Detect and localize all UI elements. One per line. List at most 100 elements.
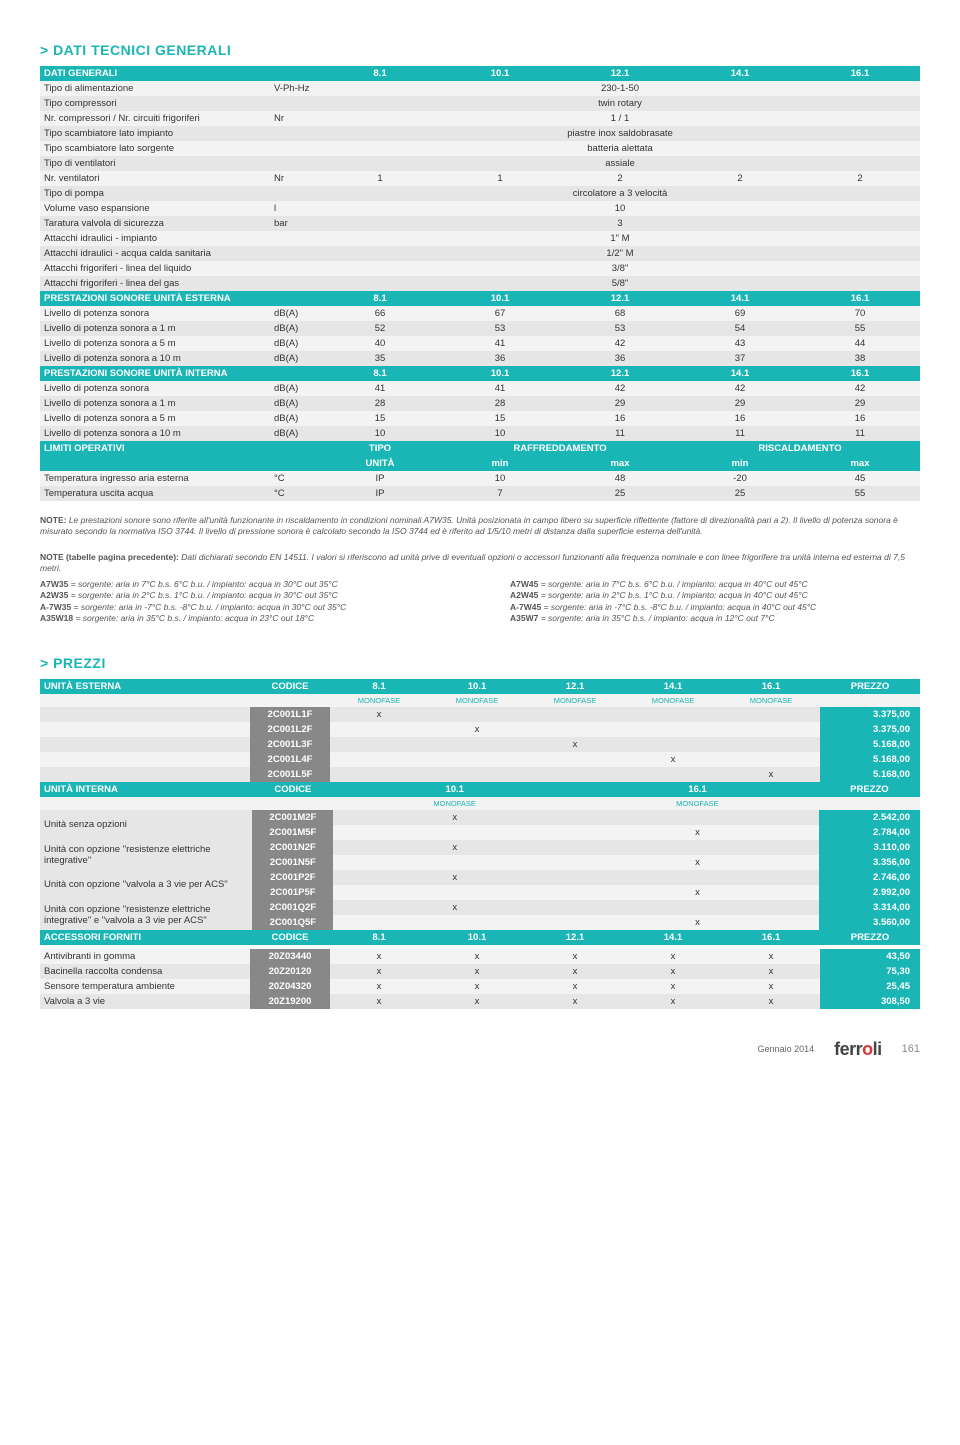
row-value: 66 bbox=[320, 306, 440, 321]
prezzi-acc-table: ACCESSORI FORNITICODICE8.110.112.114.116… bbox=[40, 930, 920, 1009]
row-value: 25 bbox=[680, 486, 800, 501]
row-label: Livello di potenza sonora bbox=[40, 381, 270, 396]
row-value: 41 bbox=[440, 336, 560, 351]
mark-cell bbox=[428, 767, 526, 782]
row-label: Bacinella raccolta condensa bbox=[40, 964, 250, 979]
sub-header bbox=[252, 797, 333, 810]
row-label: Temperatura uscita acqua bbox=[40, 486, 270, 501]
row-value: 44 bbox=[800, 336, 920, 351]
header-cell: 14.1 bbox=[680, 66, 800, 81]
code-cell: 20Z19200 bbox=[250, 994, 330, 1009]
price-cell: 2.992,00 bbox=[819, 885, 920, 900]
row-label: Tipo di ventilatori bbox=[40, 156, 270, 171]
row-value: 29 bbox=[800, 396, 920, 411]
header-cell bbox=[40, 456, 270, 471]
row-value: 55 bbox=[800, 321, 920, 336]
conditions-right: A7W45 = sorgente: aria in 7°C b.s. 6°C b… bbox=[510, 579, 920, 625]
row-label: Livello di potenza sonora a 10 m bbox=[40, 351, 270, 366]
row-value: 37 bbox=[680, 351, 800, 366]
mark-cell bbox=[576, 840, 819, 855]
sub-header bbox=[40, 694, 250, 707]
row-value: 68 bbox=[560, 306, 680, 321]
row-value: assiale bbox=[320, 156, 920, 171]
row-value: 15 bbox=[320, 411, 440, 426]
conditions-left: A7W35 = sorgente: aria in 7°C b.s. 6°C b… bbox=[40, 579, 450, 625]
row-label: Valvola a 3 vie bbox=[40, 994, 250, 1009]
mark-cell bbox=[722, 737, 820, 752]
row-value: 16 bbox=[800, 411, 920, 426]
header-cell: 16.1 bbox=[800, 366, 920, 381]
row-label: Livello di potenza sonora a 5 m bbox=[40, 336, 270, 351]
mark-cell: x bbox=[722, 949, 820, 964]
row-value: 16 bbox=[560, 411, 680, 426]
condition-line: A35W7 = sorgente: aria in 35°C b.s. / im… bbox=[510, 613, 920, 624]
code-cell: 2C001N5F bbox=[252, 855, 333, 870]
mark-cell: x bbox=[624, 964, 722, 979]
dati-table: DATI GENERALI8.110.112.114.116.1Tipo di … bbox=[40, 66, 920, 501]
header-cell: 10.1 bbox=[440, 366, 560, 381]
condition-line: A2W45 = sorgente: aria in 2°C b.s. 1°C b… bbox=[510, 590, 920, 601]
sub-header: MONOFASE bbox=[428, 694, 526, 707]
row-tipo: IP bbox=[320, 471, 440, 486]
row-label: Volume vaso espansione bbox=[40, 201, 270, 216]
note-1-text: Le prestazioni sonore sono riferite all'… bbox=[40, 515, 898, 536]
row-value: 29 bbox=[680, 396, 800, 411]
row-value: 52 bbox=[320, 321, 440, 336]
mark-cell bbox=[428, 752, 526, 767]
price-cell: 3.560,00 bbox=[819, 915, 920, 930]
condition-text: = sorgente: aria in 35°C b.s. / impianto… bbox=[73, 613, 314, 623]
row-label: Tipo compressori bbox=[40, 96, 270, 111]
row-unit: °C bbox=[270, 471, 320, 486]
condition-text: = sorgente: aria in -7°C b.s. -8°C b.u. … bbox=[71, 602, 346, 612]
row-value: 70 bbox=[800, 306, 920, 321]
mark-cell: x bbox=[576, 825, 819, 840]
row-label bbox=[40, 737, 250, 752]
mark-cell: x bbox=[330, 964, 428, 979]
row-label: Livello di potenza sonora a 5 m bbox=[40, 411, 270, 426]
row-unit: dB(A) bbox=[270, 426, 320, 441]
row-unit: Nr bbox=[270, 111, 320, 126]
note-1: NOTE: Le prestazioni sonore sono riferit… bbox=[40, 515, 920, 538]
header-cell: LIMITI OPERATIVI bbox=[40, 441, 270, 456]
row-label: Tipo di alimentazione bbox=[40, 81, 270, 96]
row-label: Livello di potenza sonora a 10 m bbox=[40, 426, 270, 441]
row-value: 36 bbox=[560, 351, 680, 366]
header-cell: max bbox=[800, 456, 920, 471]
row-value: 2 bbox=[800, 171, 920, 186]
header-cell: max bbox=[560, 456, 680, 471]
condition-line: A7W35 = sorgente: aria in 7°C b.s. 6°C b… bbox=[40, 579, 450, 590]
row-value: 2 bbox=[560, 171, 680, 186]
row-value: 38 bbox=[800, 351, 920, 366]
mark-cell bbox=[333, 885, 576, 900]
header-cell: UNITÀ INTERNA bbox=[40, 782, 252, 797]
note-1-lead: NOTE: bbox=[40, 515, 69, 525]
note-2-lead: NOTE (tabelle pagina precedente): bbox=[40, 552, 181, 562]
header-cell: 10.1 bbox=[440, 66, 560, 81]
row-value: 11 bbox=[800, 426, 920, 441]
mark-cell: x bbox=[576, 915, 819, 930]
row-unit: l bbox=[270, 201, 320, 216]
row-label: Attacchi frigoriferi - linea del liquido bbox=[40, 261, 270, 276]
mark-cell: x bbox=[428, 964, 526, 979]
condition-key: A35W18 bbox=[40, 613, 73, 623]
group-label: Unità con opzione "resistenze elettriche… bbox=[40, 840, 252, 870]
page-footer: Gennaio 2014 ferroli 161 bbox=[40, 1039, 920, 1060]
sub-header: MONOFASE bbox=[624, 694, 722, 707]
header-cell: 8.1 bbox=[320, 291, 440, 306]
header-cell: RAFFREDDAMENTO bbox=[440, 441, 680, 456]
row-label: Livello di potenza sonora bbox=[40, 306, 270, 321]
row-label: Nr. ventilatori bbox=[40, 171, 270, 186]
mark-cell: x bbox=[333, 840, 576, 855]
row-value: 42 bbox=[560, 336, 680, 351]
row-value: 53 bbox=[440, 321, 560, 336]
row-value: 40 bbox=[320, 336, 440, 351]
code-cell: 20Z20120 bbox=[250, 964, 330, 979]
row-label: Attacchi idraulici - impianto bbox=[40, 231, 270, 246]
mark-cell: x bbox=[526, 964, 624, 979]
row-unit bbox=[270, 231, 320, 246]
sub-header bbox=[250, 694, 330, 707]
row-label: Taratura valvola di sicurezza bbox=[40, 216, 270, 231]
row-value: 2 bbox=[680, 171, 800, 186]
header-cell: TIPO bbox=[320, 441, 440, 456]
row-unit bbox=[270, 261, 320, 276]
